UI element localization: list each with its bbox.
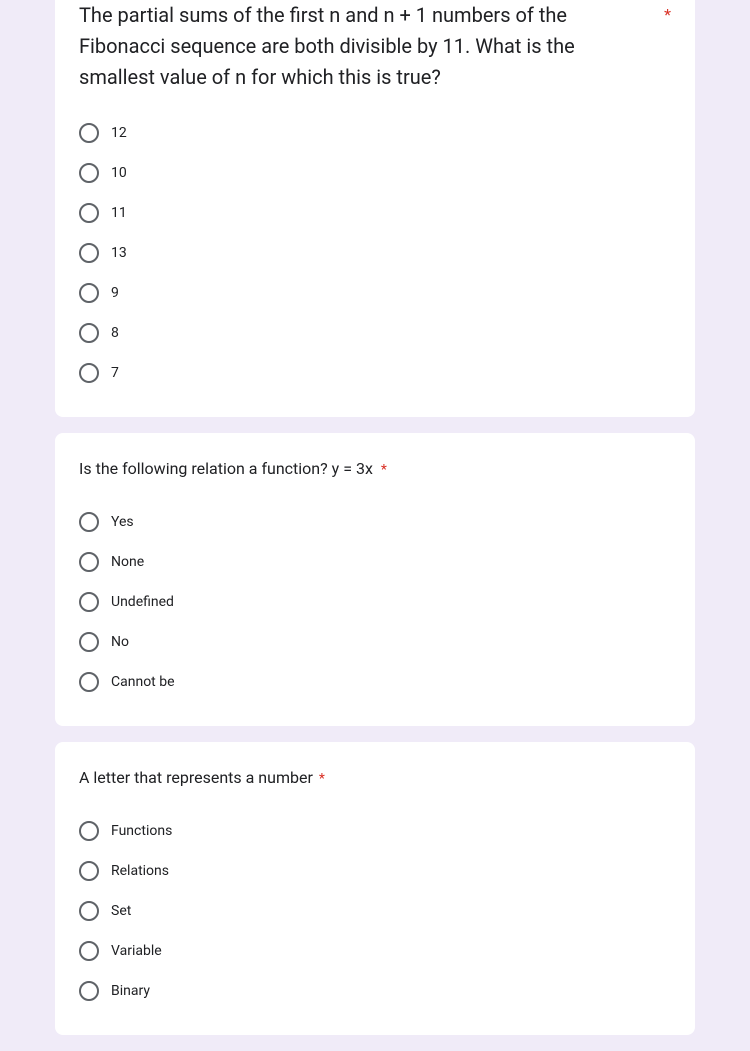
- radio-option[interactable]: 13: [79, 233, 671, 273]
- option-label: 13: [111, 245, 127, 261]
- radio-icon: [79, 941, 99, 961]
- radio-icon: [79, 512, 99, 532]
- question-text-content: A letter that represents a number: [79, 768, 313, 787]
- option-label: Cannot be: [111, 674, 175, 690]
- radio-icon: [79, 243, 99, 263]
- option-label: Variable: [111, 943, 162, 959]
- radio-option[interactable]: 11: [79, 193, 671, 233]
- question-card: Is the following relation a function? y …: [55, 433, 695, 726]
- radio-option[interactable]: Yes: [79, 502, 671, 542]
- option-label: Relations: [111, 863, 169, 879]
- radio-option[interactable]: No: [79, 622, 671, 662]
- radio-icon: [79, 821, 99, 841]
- question-card: A letter that represents a number * Func…: [55, 742, 695, 1035]
- radio-option[interactable]: Functions: [79, 811, 671, 851]
- option-label: Undefined: [111, 594, 174, 610]
- question-text: Is the following relation a function? y …: [79, 457, 671, 482]
- radio-option[interactable]: Undefined: [79, 582, 671, 622]
- radio-icon: [79, 632, 99, 652]
- question-header: Is the following relation a function? y …: [79, 457, 671, 482]
- radio-option[interactable]: 8: [79, 313, 671, 353]
- option-label: 11: [111, 205, 127, 221]
- radio-option[interactable]: 7: [79, 353, 671, 393]
- radio-icon: [79, 363, 99, 383]
- radio-option[interactable]: Set: [79, 891, 671, 931]
- option-label: Set: [111, 903, 131, 919]
- form-page: The partial sums of the first n and n + …: [0, 0, 750, 1035]
- required-indicator: *: [319, 771, 325, 787]
- required-indicator: *: [381, 462, 387, 478]
- radio-icon: [79, 203, 99, 223]
- radio-option[interactable]: Relations: [79, 851, 671, 891]
- radio-icon: [79, 861, 99, 881]
- radio-icon: [79, 672, 99, 692]
- option-label: No: [111, 634, 129, 650]
- radio-icon: [79, 123, 99, 143]
- radio-icon: [79, 323, 99, 343]
- option-label: Binary: [111, 983, 150, 999]
- radio-option[interactable]: Binary: [79, 971, 671, 1011]
- option-label: 10: [111, 165, 127, 181]
- radio-option[interactable]: 10: [79, 153, 671, 193]
- radio-icon: [79, 901, 99, 921]
- option-label: 9: [111, 285, 119, 301]
- radio-option[interactable]: Variable: [79, 931, 671, 971]
- radio-option[interactable]: Cannot be: [79, 662, 671, 702]
- required-indicator: *: [664, 0, 671, 26]
- question-header: The partial sums of the first n and n + …: [79, 0, 671, 93]
- radio-icon: [79, 163, 99, 183]
- question-text: The partial sums of the first n and n + …: [79, 0, 646, 93]
- option-label: Functions: [111, 823, 172, 839]
- question-text: A letter that represents a number *: [79, 766, 671, 791]
- radio-option[interactable]: 9: [79, 273, 671, 313]
- radio-option[interactable]: 12: [79, 113, 671, 153]
- radio-option[interactable]: None: [79, 542, 671, 582]
- option-label: 8: [111, 325, 119, 341]
- option-label: Yes: [111, 514, 134, 530]
- question-card: The partial sums of the first n and n + …: [55, 0, 695, 417]
- radio-icon: [79, 283, 99, 303]
- radio-icon: [79, 981, 99, 1001]
- radio-icon: [79, 592, 99, 612]
- option-label: None: [111, 554, 144, 570]
- question-header: A letter that represents a number *: [79, 766, 671, 791]
- radio-icon: [79, 552, 99, 572]
- option-label: 7: [111, 365, 119, 381]
- question-text-content: Is the following relation a function? y …: [79, 459, 373, 478]
- option-label: 12: [111, 125, 127, 141]
